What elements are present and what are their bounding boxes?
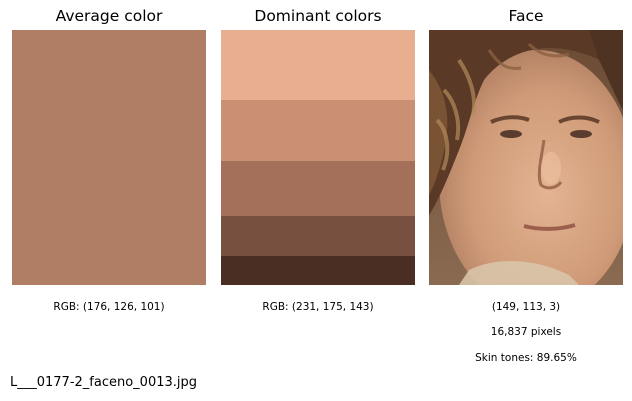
dominant-color-band-5 bbox=[221, 255, 415, 286]
dominant-color-rgb-caption: RGB: (231, 175, 143) bbox=[262, 301, 374, 313]
dominant-color-band-2 bbox=[221, 100, 415, 162]
face-title: Face bbox=[508, 7, 544, 25]
face-skin-tones-caption: Skin tones: 89.65% bbox=[475, 352, 577, 364]
face-image bbox=[429, 30, 623, 285]
image-filename: L___0177-2_faceno_0013.jpg bbox=[10, 375, 198, 390]
average-color-rgb-caption: RGB: (176, 126, 101) bbox=[53, 301, 165, 313]
face-rgb-caption: (149, 113, 3) bbox=[491, 301, 561, 313]
dominant-color-band-1 bbox=[221, 30, 415, 101]
average-color-title: Average color bbox=[55, 7, 163, 25]
dominant-color-band-4 bbox=[221, 216, 415, 256]
dominant-color-band-3 bbox=[221, 161, 415, 217]
dominant-colors-swatch bbox=[221, 30, 415, 286]
dominant-colors-title: Dominant colors bbox=[254, 7, 382, 25]
average-color-swatch bbox=[12, 30, 206, 285]
face-pixels-caption: 16,837 pixels bbox=[490, 326, 562, 338]
